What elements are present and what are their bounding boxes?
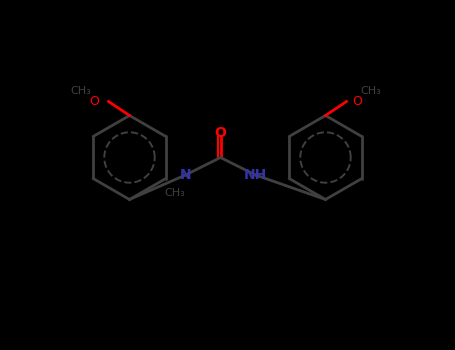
Text: N: N xyxy=(180,168,191,182)
Text: O: O xyxy=(352,95,362,108)
Text: CH₃: CH₃ xyxy=(361,86,381,96)
Text: CH₃: CH₃ xyxy=(165,188,185,197)
Text: NH: NH xyxy=(244,168,267,182)
Text: O: O xyxy=(90,95,100,108)
Text: O: O xyxy=(215,126,227,140)
Text: CH₃: CH₃ xyxy=(70,86,91,96)
